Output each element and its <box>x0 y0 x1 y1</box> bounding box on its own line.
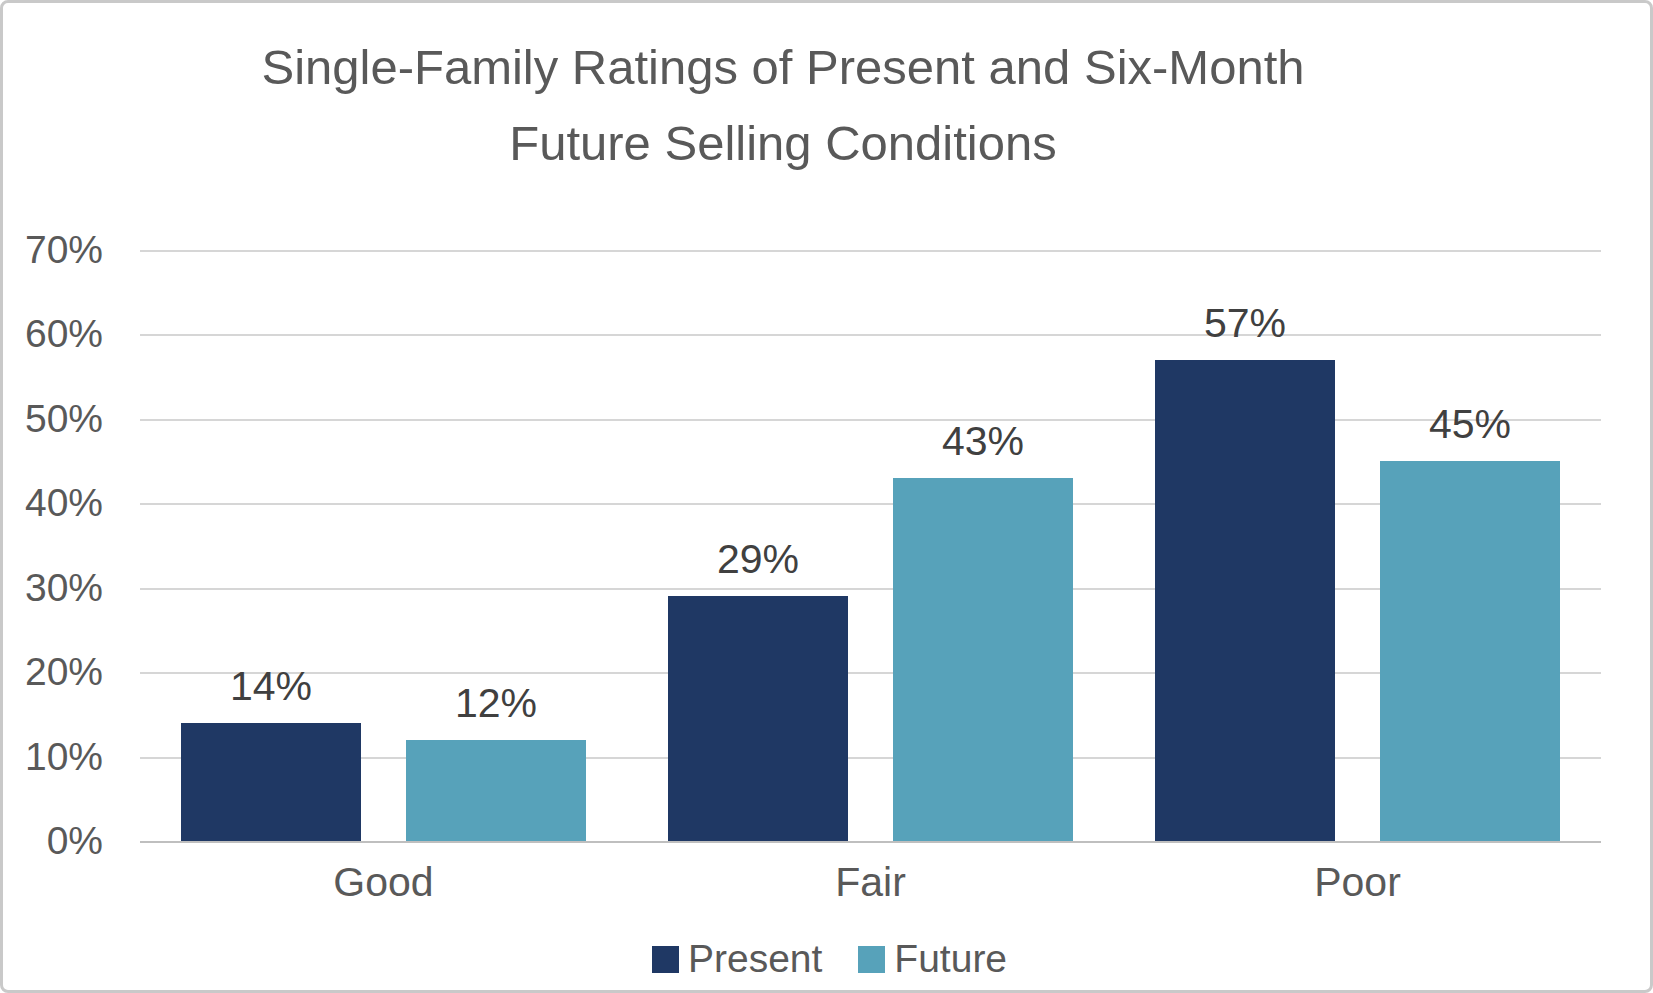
bar-present-poor <box>1155 360 1335 841</box>
bar-group-poor: 57% 45% <box>1114 250 1601 841</box>
bar-column-present-good: 14% <box>181 250 361 841</box>
legend-item-present: Present <box>652 937 822 981</box>
x-axis-labels: GoodFairPoor <box>140 859 1601 906</box>
y-axis-tick-label: 50% <box>3 395 103 443</box>
y-axis-tick-label: 30% <box>3 564 103 612</box>
data-label-present-poor: 57% <box>1204 300 1286 346</box>
data-label-future-poor: 45% <box>1429 401 1511 447</box>
bar-column-future-poor: 45% <box>1380 250 1560 841</box>
y-axis-tick-label: 10% <box>3 733 103 781</box>
bar-column-present-poor: 57% <box>1155 250 1335 841</box>
bar-group-fair: 29% 43% <box>627 250 1114 841</box>
legend-swatch-future <box>858 946 885 973</box>
chart-container: Single-Family Ratings of Present and Six… <box>0 0 1653 993</box>
bar-column-future-good: 12% <box>406 250 586 841</box>
chart-title-line-2: Future Selling Conditions <box>3 105 1563 181</box>
legend: Present Future <box>3 937 1653 981</box>
bar-future-fair <box>893 478 1073 841</box>
bar-future-good <box>406 740 586 841</box>
x-axis-label-fair: Fair <box>627 859 1114 906</box>
bar-column-future-fair: 43% <box>893 250 1073 841</box>
y-axis-tick-label: 0% <box>3 817 103 865</box>
y-axis-tick-label: 70% <box>3 226 103 274</box>
bar-column-present-fair: 29% <box>668 250 848 841</box>
bar-group-good: 14% 12% <box>140 250 627 841</box>
y-axis-tick-label: 40% <box>3 479 103 527</box>
x-axis-line <box>140 841 1601 843</box>
y-axis-tick-label: 20% <box>3 648 103 696</box>
bar-present-fair <box>668 596 848 841</box>
legend-item-future: Future <box>858 937 1007 981</box>
chart-title: Single-Family Ratings of Present and Six… <box>3 29 1563 181</box>
data-label-present-fair: 29% <box>717 536 799 582</box>
plot-area: 14% 12% 29% 43% 57% 45% <box>140 250 1601 841</box>
bar-future-poor <box>1380 461 1560 841</box>
bar-present-good <box>181 723 361 841</box>
x-axis-label-poor: Poor <box>1114 859 1601 906</box>
data-label-present-good: 14% <box>230 663 312 709</box>
legend-label-present: Present <box>688 937 822 981</box>
bar-groups: 14% 12% 29% 43% 57% 45% <box>140 250 1601 841</box>
chart-title-line-1: Single-Family Ratings of Present and Six… <box>3 29 1563 105</box>
data-label-future-good: 12% <box>455 680 537 726</box>
legend-swatch-present <box>652 946 679 973</box>
x-axis-label-good: Good <box>140 859 627 906</box>
data-label-future-fair: 43% <box>942 418 1024 464</box>
legend-label-future: Future <box>894 937 1007 981</box>
y-axis-tick-label: 60% <box>3 310 103 358</box>
